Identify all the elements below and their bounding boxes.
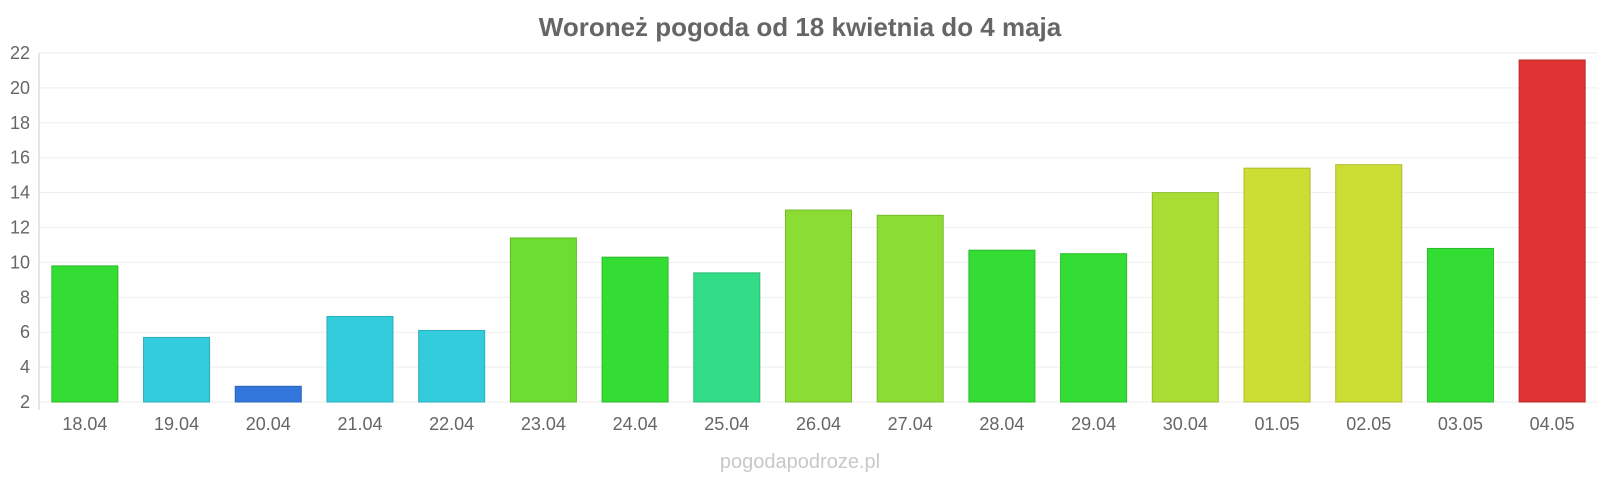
bar-18.04 bbox=[51, 265, 119, 403]
y-axis: 2 4 6 8 10 12 14 16 18 20 22 bbox=[10, 43, 40, 412]
bar-20.04 bbox=[234, 385, 302, 403]
x-tick-label: 03.05 bbox=[1438, 414, 1483, 434]
x-tick-label: 28.04 bbox=[979, 414, 1024, 434]
y-tick-label: 10 bbox=[10, 252, 30, 272]
bar-23.04 bbox=[509, 237, 577, 403]
bar-26.04 bbox=[784, 209, 853, 403]
x-tick-label: 22.04 bbox=[429, 414, 474, 434]
x-tick-label: 01.05 bbox=[1255, 414, 1300, 434]
bar-27.04 bbox=[876, 214, 944, 403]
watermark: pogodapodroze.pl bbox=[720, 451, 880, 473]
bar-25.04 bbox=[693, 272, 761, 403]
bar-01.05 bbox=[1243, 167, 1311, 403]
x-tick-label: 02.05 bbox=[1346, 414, 1391, 434]
bar-21.04 bbox=[326, 315, 394, 403]
x-tick-label: 29.04 bbox=[1071, 414, 1116, 434]
x-tick-label: 30.04 bbox=[1163, 414, 1208, 434]
x-tick-label: 26.04 bbox=[796, 414, 841, 434]
bar-04.05 bbox=[1518, 59, 1586, 403]
bar-22.04 bbox=[418, 329, 486, 403]
y-tick-label: 6 bbox=[20, 322, 30, 342]
y-tick-label: 22 bbox=[10, 43, 30, 63]
bar-30.04 bbox=[1151, 192, 1219, 403]
x-tick-label: 25.04 bbox=[704, 414, 749, 434]
bar-29.04 bbox=[1060, 253, 1128, 403]
x-tick-label: 27.04 bbox=[888, 414, 933, 434]
x-tick-label: 21.04 bbox=[337, 414, 382, 434]
bar-03.05 bbox=[1426, 247, 1494, 403]
y-tick-label: 12 bbox=[10, 218, 30, 238]
y-tick-label: 20 bbox=[10, 78, 30, 98]
x-tick-label: 20.04 bbox=[246, 414, 291, 434]
y-tick-label: 2 bbox=[20, 392, 30, 412]
bars bbox=[51, 59, 1586, 403]
y-tick-label: 8 bbox=[20, 287, 30, 307]
y-tick-label: 18 bbox=[10, 113, 30, 133]
chart-title: Woroneż pogoda od 18 kwietnia do 4 maja bbox=[539, 12, 1062, 42]
y-tick-label: 14 bbox=[10, 183, 30, 203]
y-tick-label: 16 bbox=[10, 148, 30, 168]
x-tick-label: 24.04 bbox=[613, 414, 658, 434]
bar-28.04 bbox=[968, 249, 1036, 403]
x-tick-label: 23.04 bbox=[521, 414, 566, 434]
bar-02.05 bbox=[1335, 164, 1403, 403]
bar-24.04 bbox=[601, 256, 669, 403]
y-tick-label: 4 bbox=[20, 357, 30, 377]
x-axis: 18.04 19.04 20.04 21.04 22.04 23.04 24.04 25.04… bbox=[62, 414, 1574, 434]
x-tick-label: 18.04 bbox=[62, 414, 107, 434]
bar-19.04 bbox=[143, 336, 211, 403]
x-tick-label: 04.05 bbox=[1530, 414, 1575, 434]
x-tick-label: 19.04 bbox=[154, 414, 199, 434]
